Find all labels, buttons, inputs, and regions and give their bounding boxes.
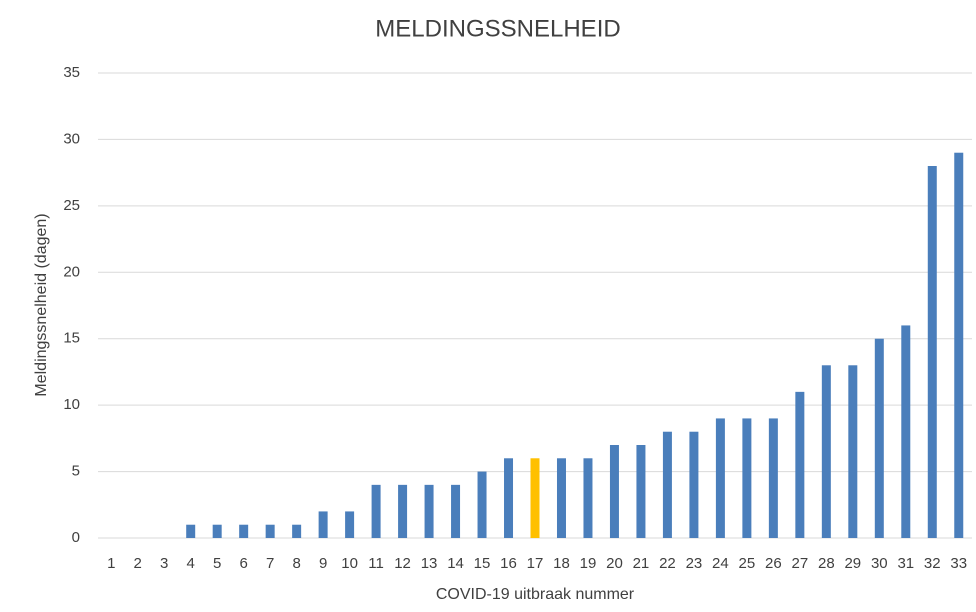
x-tick-label: 25 bbox=[739, 555, 756, 572]
x-tick-label: 3 bbox=[160, 555, 168, 572]
bar bbox=[504, 458, 514, 538]
bar bbox=[212, 524, 222, 538]
x-tick-label: 29 bbox=[844, 555, 861, 572]
bar bbox=[292, 524, 302, 538]
bar bbox=[742, 418, 752, 538]
bar bbox=[318, 511, 328, 538]
bar bbox=[398, 484, 408, 538]
bar bbox=[477, 471, 487, 538]
x-tick-label: 26 bbox=[765, 555, 782, 572]
x-tick-label: 7 bbox=[266, 555, 274, 572]
x-tick-label: 32 bbox=[924, 555, 941, 572]
bar bbox=[689, 431, 699, 538]
y-axis-label: Meldingssnelheid (dagen) bbox=[33, 213, 50, 396]
x-tick-label: 6 bbox=[239, 555, 247, 572]
bar bbox=[901, 325, 911, 538]
bar bbox=[954, 152, 964, 538]
y-tick-label: 25 bbox=[63, 197, 80, 214]
x-tick-label: 16 bbox=[500, 555, 517, 572]
bar bbox=[768, 418, 778, 538]
y-tick-label: 30 bbox=[63, 130, 80, 147]
x-tick-label: 14 bbox=[447, 555, 464, 572]
bar bbox=[424, 484, 434, 538]
x-tick-label: 31 bbox=[897, 555, 914, 572]
bar bbox=[927, 166, 937, 538]
y-tick-label: 5 bbox=[72, 463, 80, 480]
x-tick-label: 23 bbox=[686, 555, 703, 572]
x-tick-label: 28 bbox=[818, 555, 835, 572]
bar bbox=[265, 524, 275, 538]
bar bbox=[795, 391, 805, 538]
bar bbox=[451, 484, 461, 538]
chart-title: MELDINGSSNELHEID bbox=[375, 15, 620, 42]
bar bbox=[239, 524, 249, 538]
x-tick-label: 17 bbox=[527, 555, 544, 572]
x-tick-label: 10 bbox=[341, 555, 358, 572]
x-tick-label: 19 bbox=[580, 555, 597, 572]
bar bbox=[636, 445, 646, 538]
x-tick-label: 8 bbox=[292, 555, 300, 572]
y-tick-label: 35 bbox=[63, 64, 80, 81]
bar bbox=[530, 458, 540, 538]
x-tick-label: 11 bbox=[368, 555, 384, 572]
bar bbox=[371, 484, 381, 538]
y-tick-label: 0 bbox=[72, 529, 80, 546]
y-tick-label: 10 bbox=[63, 396, 80, 413]
x-tick-label: 33 bbox=[950, 555, 967, 572]
bar bbox=[662, 431, 672, 538]
bar bbox=[345, 511, 355, 538]
x-tick-label: 15 bbox=[474, 555, 491, 572]
x-tick-label: 22 bbox=[659, 555, 676, 572]
x-tick-label: 12 bbox=[394, 555, 411, 572]
x-axis-label: COVID-19 uitbraak nummer bbox=[436, 586, 635, 603]
y-tick-label: 15 bbox=[63, 330, 80, 347]
bar bbox=[609, 445, 619, 538]
x-tick-label: 27 bbox=[792, 555, 809, 572]
x-tick-label: 5 bbox=[213, 555, 221, 572]
bar bbox=[583, 458, 593, 538]
x-tick-label: 21 bbox=[633, 555, 650, 572]
x-tick-label: 1 bbox=[107, 555, 115, 572]
x-tick-label: 18 bbox=[553, 555, 570, 572]
bar bbox=[556, 458, 566, 538]
x-tick-label: 13 bbox=[421, 555, 438, 572]
y-tick-label: 20 bbox=[63, 263, 80, 280]
x-tick-label: 24 bbox=[712, 555, 729, 572]
bar bbox=[874, 338, 884, 538]
x-tick-label: 9 bbox=[319, 555, 327, 572]
bar bbox=[848, 365, 858, 538]
x-tick-label: 4 bbox=[187, 555, 195, 572]
bar bbox=[715, 418, 725, 538]
bar bbox=[821, 365, 831, 538]
x-tick-label: 30 bbox=[871, 555, 888, 572]
x-tick-label: 20 bbox=[606, 555, 623, 572]
bar bbox=[186, 524, 196, 538]
x-tick-label: 2 bbox=[134, 555, 142, 572]
